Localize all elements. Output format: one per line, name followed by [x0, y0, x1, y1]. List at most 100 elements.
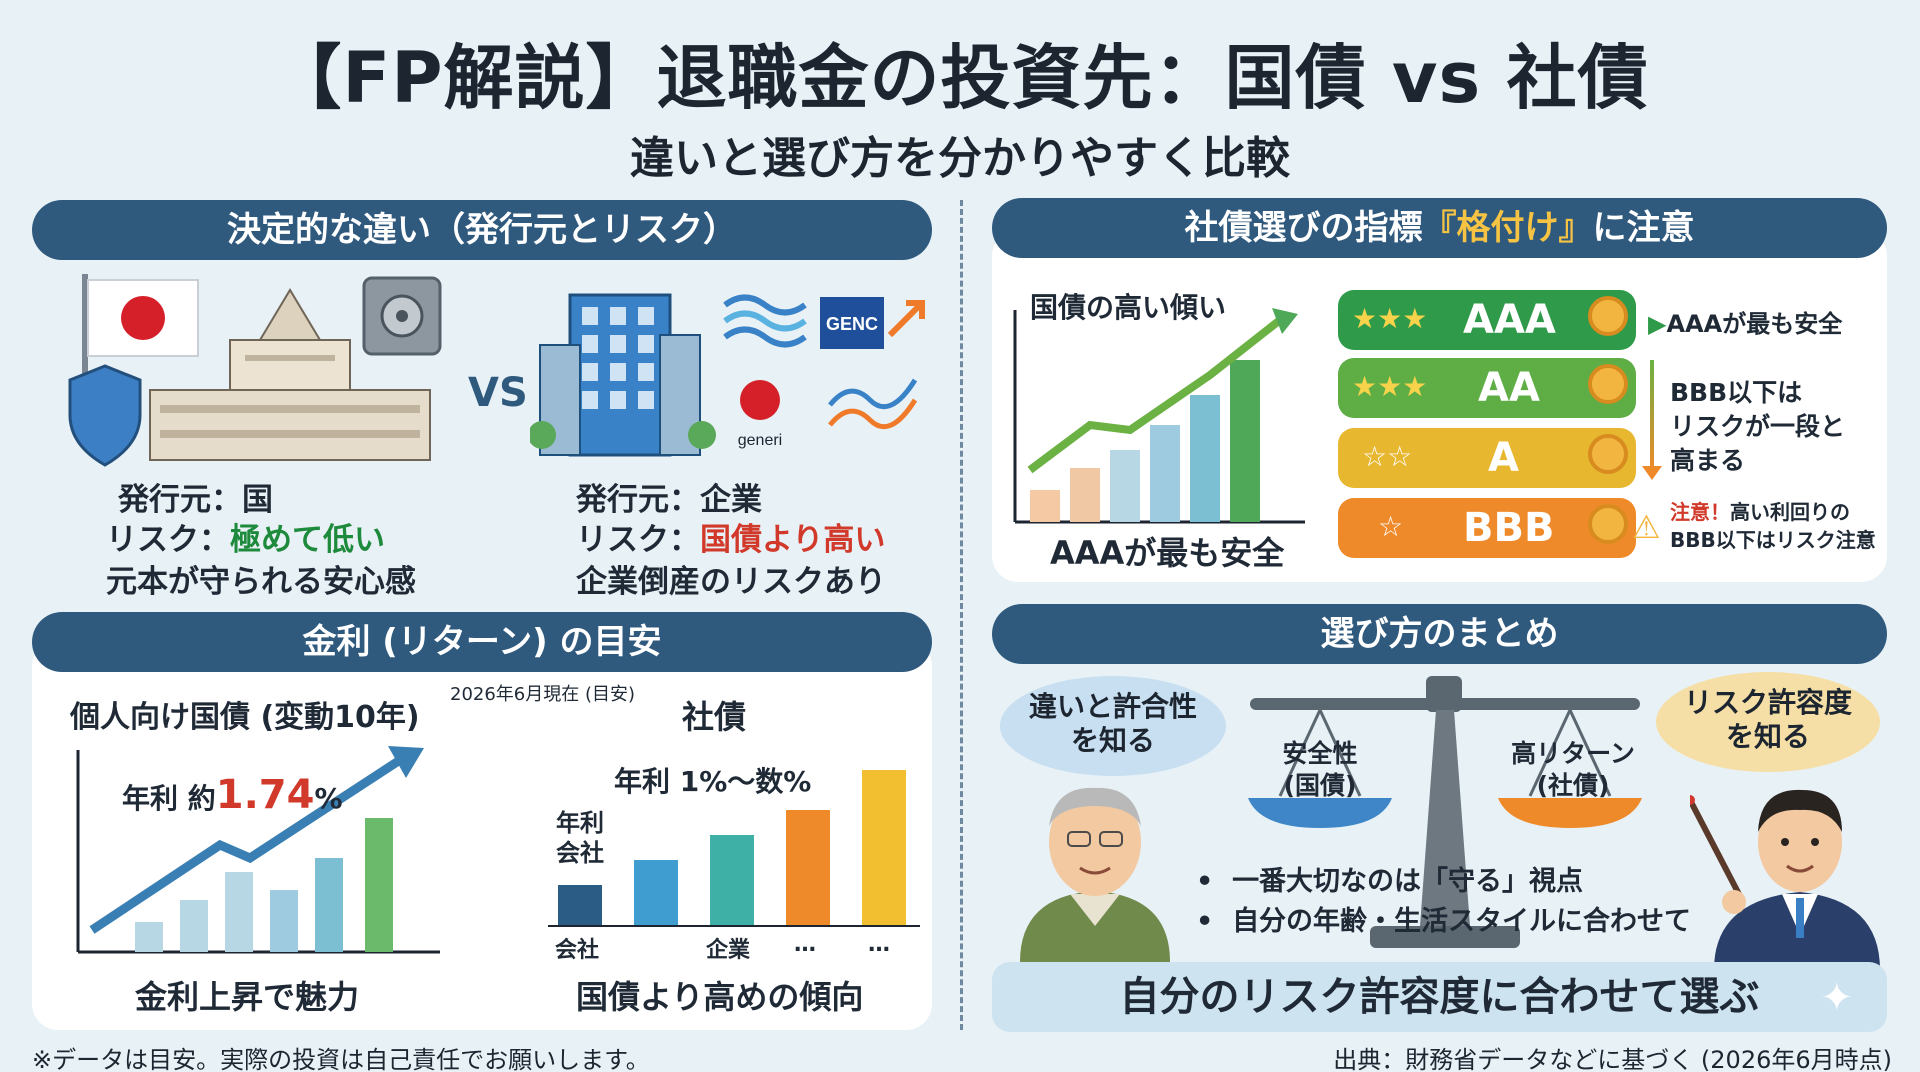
center-divider: [960, 200, 963, 1030]
govt-rate: 年利 約1.74%: [122, 772, 343, 818]
rating-grade: BBB: [1463, 505, 1555, 551]
corp-rate-bar: [634, 860, 678, 925]
govt-rate-line: [89, 756, 403, 934]
summary-bullet-text: 一番大切なのは「守る」視点: [1232, 866, 1584, 897]
rating-stars: ☆☆: [1362, 440, 1413, 473]
rating-note-mid-line: 高まる: [1670, 446, 1746, 475]
rating-stars: ★★★: [1352, 370, 1428, 403]
rating-note-mid-line: BBB以下は: [1670, 378, 1803, 407]
corp-issuer: 発行元：企業: [576, 482, 762, 518]
corp-x-label: …: [868, 932, 890, 957]
corp-side-label: 年利 会社: [556, 808, 604, 868]
scale-left-line: (国債): [1283, 771, 1357, 800]
government-illustration: [68, 274, 442, 467]
medal-icon: [1588, 434, 1628, 474]
corp-risk-value: 国債より高い: [700, 522, 886, 558]
trend-bar: [1070, 468, 1100, 522]
down-arrow-icon: [1650, 360, 1654, 470]
govt-rate-arrowhead: [388, 746, 424, 778]
corp-rate-title: 社債: [682, 698, 747, 736]
medal-icon: [1588, 296, 1628, 336]
genc-logo-text: GENC: [826, 314, 878, 334]
corp-rate-chart: [548, 770, 920, 927]
ratings-heading-pre: 社債選びの指標: [1184, 208, 1423, 248]
diet-building-icon: [149, 288, 431, 461]
trend-bar: [1150, 425, 1180, 522]
govt-rate-bar: [180, 900, 208, 952]
govt-rate-prefix: 年利 約: [122, 782, 216, 815]
bubble-left-line: を知る: [1070, 724, 1155, 757]
rates-panel: [32, 640, 932, 1030]
pointer-stick-icon: [1690, 798, 1745, 902]
corporate-illustration: GENC generi: [530, 293, 925, 457]
govt-rate-bar: [315, 858, 343, 952]
corp-side-label-2: 会社: [556, 839, 604, 867]
summary-bullet: • 一番大切なのは「守る」視点: [1196, 866, 1584, 897]
triangle-right-icon: ▶: [1648, 310, 1667, 338]
summary-bullet: • 自分の年齢・生活スタイルに合わせて: [1196, 906, 1692, 937]
warn-label: 注意！: [1670, 500, 1730, 524]
govt-risk-prefix: リスク：: [106, 522, 230, 558]
govt-rate-unit: %: [314, 782, 343, 815]
sparkle-icon: ✦: [1820, 975, 1854, 1021]
elderly-man-illustration: [1020, 787, 1170, 962]
rating-grade: AAA: [1463, 297, 1556, 343]
footer-disclaimer: ※データは目安。実際の投資は自己責任でお願いします。: [32, 1046, 650, 1072]
corp-x-label: 企業: [706, 938, 751, 963]
ratings-heading-em: 『格付け』: [1422, 208, 1593, 248]
warning-icon: ⚠: [1632, 508, 1661, 546]
shield-icon: [68, 364, 142, 467]
rating-note-top: ▶AAAが最も安全: [1648, 304, 1842, 339]
summary-bullet-text: 自分の年齢・生活スタイルに合わせて: [1232, 906, 1692, 937]
corp-risk: リスク：国債より高い: [576, 514, 885, 559]
rating-stars: ☆: [1378, 510, 1404, 543]
bubble-right-line: を知る: [1725, 720, 1810, 753]
trend-bar: [1110, 450, 1140, 522]
corp-risk-prefix: リスク：: [576, 522, 700, 558]
scale-right-label: 高リターン (社債): [1498, 738, 1648, 802]
corp-rate-bar: [558, 885, 602, 925]
office-building-icon: [530, 293, 716, 457]
govt-rate-chart: [76, 746, 440, 954]
wave-logo-icon: [723, 294, 807, 348]
trend-line: [1027, 316, 1283, 474]
govt-rate-value: 1.74: [215, 772, 315, 818]
govt-rate-title: 個人向け国債 (変動10年): [70, 700, 420, 735]
generi-logo-text: generi: [738, 432, 782, 449]
scale-right-line: 高リターン: [1511, 739, 1635, 768]
generi-logo-icon: [740, 380, 780, 420]
rating-row-aa: ★★★ AA: [1338, 358, 1636, 418]
govt-rate-bar: [135, 922, 163, 952]
medal-icon: [1588, 504, 1628, 544]
corp-rate-caption: 国債より高めの傾向: [576, 978, 864, 1016]
trend-bar: [1030, 490, 1060, 522]
page-title: 【FP解説】退職金の投資先：国債 vs 社債: [271, 37, 1649, 119]
rating-grade: AA: [1478, 365, 1540, 411]
corp-rate-bar: [786, 810, 830, 925]
summary-bullets: • 一番大切なのは「守る」視点 • 自分の年齢・生活スタイルに合わせて: [1196, 862, 1691, 942]
ratings-trend-chart: [1013, 308, 1305, 524]
genc-logo-icon: [820, 297, 884, 349]
trend-arrowhead: [1272, 308, 1298, 334]
balance-scale-icon: [1248, 676, 1642, 948]
ratings-heading: 社債選びの指標『格付け』に注意: [992, 198, 1887, 258]
summary-heading: 選び方のまとめ: [992, 604, 1887, 664]
corp-rate-label: 年利 1%〜数%: [614, 765, 812, 798]
warn-line2: BBB以下はリスク注意: [1670, 528, 1876, 552]
down-arrowhead: [1642, 466, 1662, 480]
rating-note-top-text: AAAが最も安全: [1666, 310, 1843, 338]
rates-as-of: 2026年6月現在 (目安): [450, 684, 636, 705]
trend-lines-icon: [828, 378, 918, 410]
trend-bar: [1190, 395, 1220, 522]
corp-x-label: …: [794, 932, 816, 957]
rating-row-a: ☆☆ A: [1338, 428, 1636, 488]
arrow-up-icon: [887, 300, 925, 338]
bubble-right: リスク許容度 を知る: [1656, 672, 1880, 772]
medal-icon: [1588, 364, 1628, 404]
differences-heading: 決定的な違い（発行元とリスク）: [32, 200, 932, 260]
corp-rate-bar: [710, 835, 754, 925]
govt-risk: リスク：極めて低い: [106, 514, 385, 559]
govt-rate-caption: 金利上昇で魅力: [135, 978, 360, 1016]
safe-icon: [362, 276, 442, 356]
govt-risk-value: 極めて低い: [230, 522, 385, 558]
